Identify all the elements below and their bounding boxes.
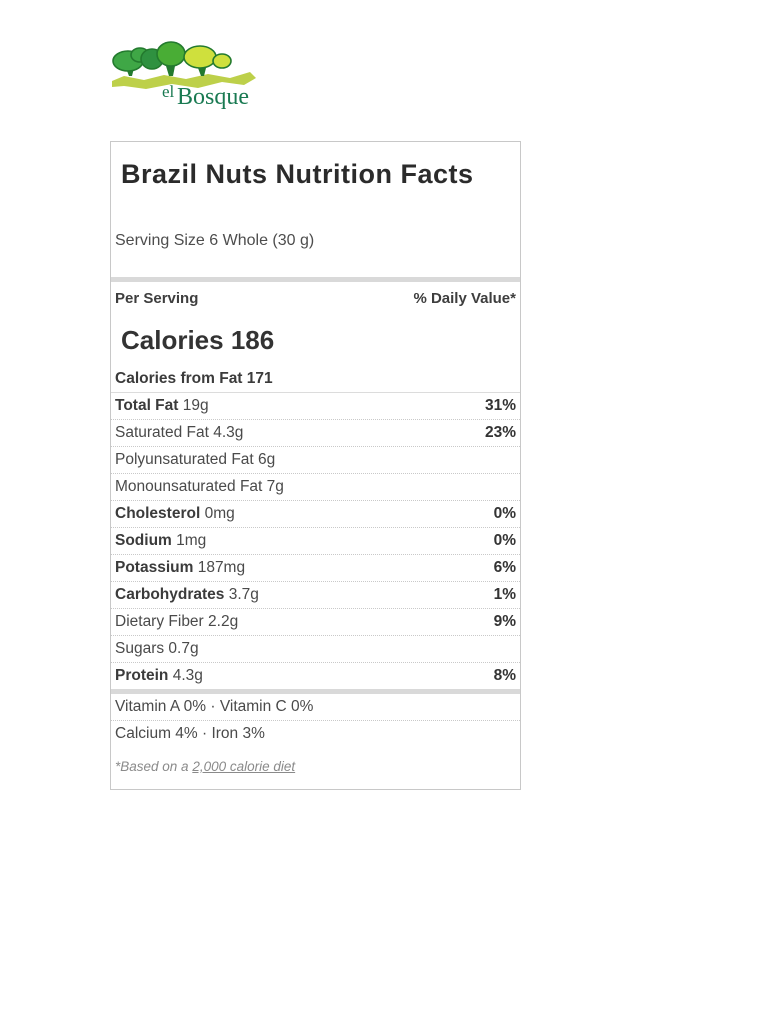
section-divider-bar (111, 277, 520, 282)
daily-value-percent: 23% (484, 424, 516, 441)
per-serving-label: Per Serving (115, 290, 199, 307)
daily-value-percent: 1% (493, 586, 516, 603)
daily-value-percent: 0% (493, 532, 516, 549)
footnote: *Based on a 2,000 calorie diet (111, 759, 520, 775)
section-divider-bar (111, 689, 520, 694)
nutrient-row-protein: Protein 4.3g 8% (115, 667, 516, 684)
calories-value: Calories 186 (121, 325, 275, 355)
nutrient-row-saturated-fat: Saturated Fat 4.3g 23% (111, 420, 520, 447)
daily-value-percent: 9% (493, 613, 516, 630)
daily-value-label: % Daily Value* (413, 290, 516, 307)
daily-value-percent: 0% (493, 505, 516, 522)
brand-text-bosque: Bosque (177, 84, 249, 110)
calorie-diet-link[interactable]: 2,000 calorie diet (192, 759, 296, 774)
nutrient-row-calories-from-fat: Calories from Fat 171 (111, 366, 520, 393)
page-title: Brazil Nuts Nutrition Facts (121, 159, 474, 189)
per-serving-header: Per Serving % Daily Value* (111, 291, 520, 306)
nutrition-facts-panel: Brazil Nuts Nutrition Facts Serving Size… (110, 141, 521, 790)
nutrient-row-sodium: Sodium 1mg 0% (111, 528, 520, 555)
daily-value-percent: 31% (484, 397, 516, 414)
nutrient-row-polyunsaturated-fat: Polyunsaturated Fat 6g (111, 447, 520, 474)
el-bosque-logo: el Bosque (110, 40, 258, 110)
nutrient-row-cholesterol: Cholesterol 0mg 0% (111, 501, 520, 528)
nutrient-row-sugars: Sugars 0.7g (111, 636, 520, 663)
nutrient-row-dietary-fiber: Dietary Fiber 2.2g 9% (111, 609, 520, 636)
daily-value-percent: 6% (493, 559, 516, 576)
nutrient-table: Calories from Fat 171 Total Fat 19g 31% … (111, 366, 520, 689)
nutrient-row-carbohydrates: Carbohydrates 3.7g 1% (111, 582, 520, 609)
nutrient-row-monounsaturated-fat: Monounsaturated Fat 7g (111, 474, 520, 501)
serving-size-text: Serving Size 6 Whole (30 g) (115, 232, 315, 249)
nutrient-row-potassium: Potassium 187mg 6% (111, 555, 520, 582)
vitamins-row: Vitamin A 0% · Vitamin C 0% (111, 694, 520, 721)
footnote-prefix: *Based on a (115, 759, 193, 774)
brand-text-el: el (162, 82, 175, 101)
nutrient-row-total-fat: Total Fat 19g 31% (111, 393, 520, 420)
daily-value-percent: 8% (493, 667, 516, 684)
trees-illustration: el Bosque (112, 41, 256, 110)
minerals-row: Calcium 4% · Iron 3% (115, 725, 265, 742)
ground-swoosh (112, 72, 256, 89)
